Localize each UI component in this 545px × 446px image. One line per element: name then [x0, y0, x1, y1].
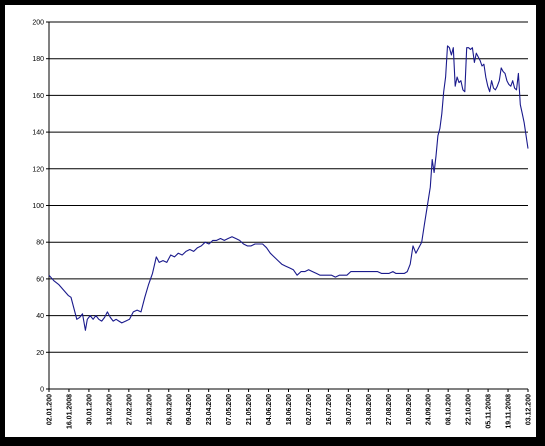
- y-tick-label: 180: [32, 56, 44, 63]
- x-tick-label: 12.03.200: [146, 394, 153, 425]
- y-tick-label: 100: [32, 203, 44, 210]
- x-tick-label: 21.05.200: [246, 394, 253, 425]
- x-tick-label: 13.02.200: [106, 394, 113, 425]
- x-tick-label: 22.10.200: [466, 394, 473, 425]
- chart-frame: 0 20 40 60 80 100 120 140 160 180 200 02.01.200 16.…: [5, 5, 536, 437]
- series: [48, 45, 529, 331]
- x-tick-label: 23.04.200: [206, 394, 213, 425]
- y-tick-label: 200: [32, 20, 44, 27]
- x-tick-label: 19.11.2008: [506, 394, 513, 429]
- x-tick-label: 24.09.200: [426, 394, 433, 425]
- axes: [46, 21, 529, 392]
- gridlines: [49, 21, 528, 353]
- x-tick-label: 10.09.200: [406, 394, 413, 425]
- x-tick-label: 08.10.200: [446, 394, 453, 425]
- y-tick-labels: 0 20 40 60 80 100 120 140 160 180 200: [32, 20, 44, 394]
- y-tick-label: 20: [36, 350, 44, 357]
- x-tick-label: 18.06.200: [286, 394, 293, 425]
- y-tick-label: 40: [36, 313, 44, 320]
- x-tick-label: 02.07.200: [306, 394, 313, 425]
- x-tick-label: 04.06.200: [266, 394, 273, 425]
- x-tick-label: 07.05.200: [226, 394, 233, 425]
- y-tick-label: 60: [36, 276, 44, 283]
- line-chart: 0 20 40 60 80 100 120 140 160 180 200 02.01.200 16.…: [32, 20, 533, 430]
- x-tick-label: 09.04.200: [186, 394, 193, 425]
- y-tick-label: 160: [32, 93, 44, 100]
- x-tick-labels: 02.01.200 16.01.2008 30.01.200 13.02.200 27.…: [47, 394, 533, 429]
- x-tick-label: 27.08.200: [386, 394, 393, 425]
- x-tick-label: 26.03.200: [166, 394, 173, 425]
- y-tick-label: 120: [32, 166, 44, 173]
- series-line: [48, 45, 529, 331]
- y-tick-label: 80: [36, 240, 44, 247]
- x-tick-label: 30.07.200: [346, 394, 353, 425]
- x-tick-label: 03.12.200: [526, 394, 533, 425]
- x-tick-label: 16.01.2008: [66, 394, 73, 429]
- x-tick-label: 16.07.200: [326, 394, 333, 425]
- x-tick-label: 27.02.200: [126, 394, 133, 425]
- y-tick-label: 140: [32, 130, 44, 137]
- x-tick-label: 05.11.2008: [486, 394, 493, 429]
- x-tick-label: 30.01.200: [86, 394, 93, 425]
- x-tick-label: 02.01.200: [47, 394, 54, 425]
- x-tick-label: 13.08.200: [366, 394, 373, 425]
- y-tick-label: 0: [40, 387, 44, 394]
